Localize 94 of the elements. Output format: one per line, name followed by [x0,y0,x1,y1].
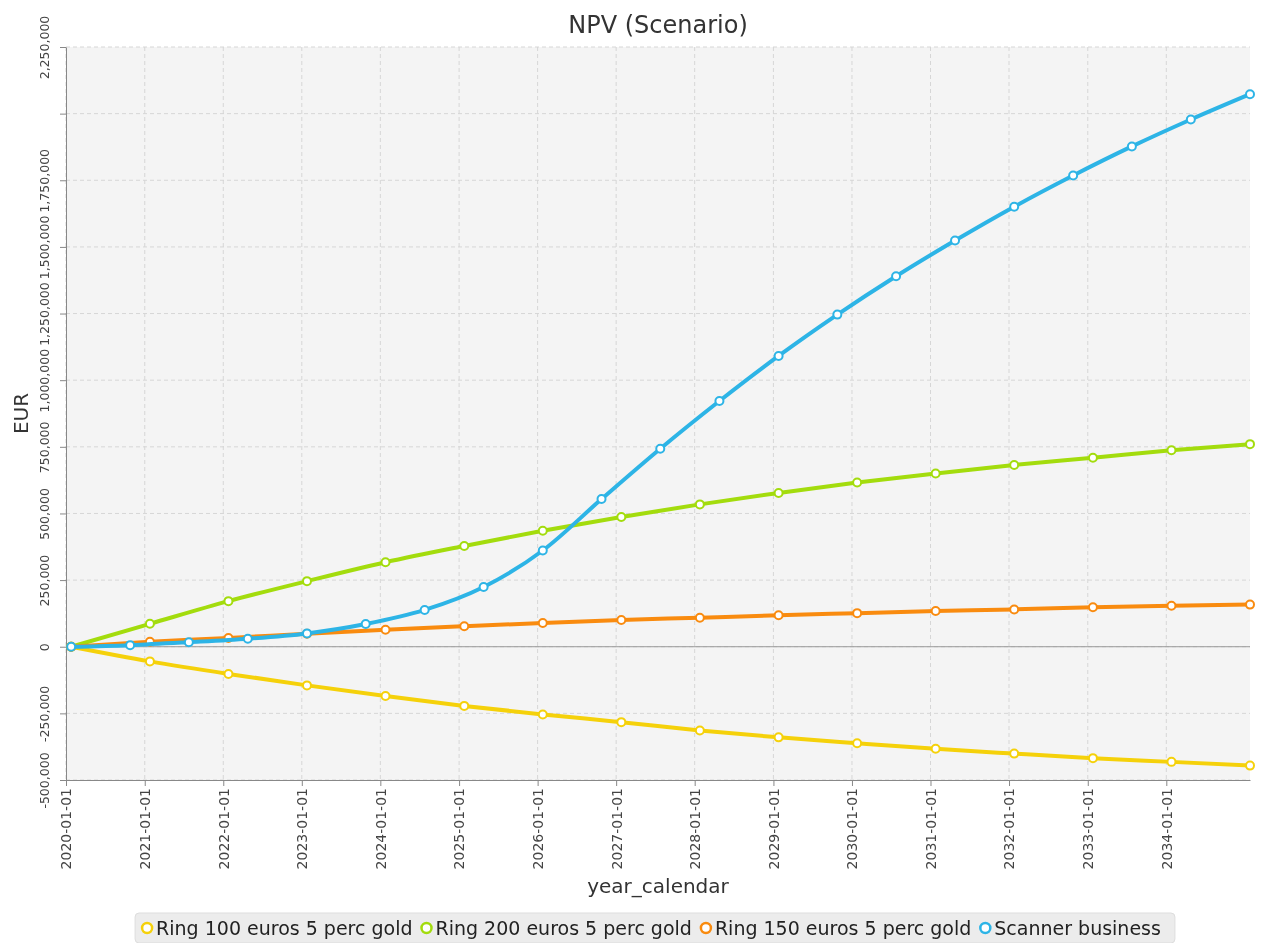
point [930,743,941,754]
point [1087,753,1098,764]
x-tick-label: 2030-01-01 [844,788,861,870]
point [301,680,312,691]
point [832,309,843,320]
point [773,732,784,743]
point [380,557,391,568]
point [852,477,863,488]
point [1166,600,1177,611]
point [655,443,666,454]
point [459,700,470,711]
point [596,494,607,505]
point [1166,756,1177,767]
point [537,525,548,536]
x-tick-label: 2028-01-01 [687,788,704,870]
x-tick-label: 2021-01-01 [137,788,154,870]
point [1068,170,1079,181]
y-tick-label: 2,250,000 [36,15,52,80]
y-axis-title: EUR [9,392,33,435]
point [223,596,234,607]
x-axis-title: year_calendar [587,874,730,898]
point [242,633,253,644]
x-tick-label: 2027-01-01 [608,788,625,870]
point [852,608,863,619]
point [1009,604,1020,615]
x-tick-label: 2022-01-01 [215,788,232,870]
x-tick-label: 2024-01-01 [372,788,389,870]
point [1087,602,1098,613]
point [1245,439,1255,450]
point [616,615,627,626]
point [714,395,725,406]
chart-title: NPV (Scenario) [568,11,748,39]
y-tick-label: 1,500,000 [36,215,52,280]
point [694,612,705,623]
point [1245,89,1255,100]
y-tick-label: 1,250,000 [36,282,52,346]
point [616,511,627,522]
legend-label: Ring 200 euros 5 perc gold [435,917,692,939]
point [891,271,902,282]
y-tick-label: 250,000 [36,554,52,607]
point [419,604,430,615]
point [950,235,961,246]
x-tick-label: 2025-01-01 [451,788,468,870]
point [144,656,155,667]
point [1245,760,1255,771]
x-tick-label: 2032-01-01 [1001,788,1018,870]
x-tick-label: 2033-01-01 [1080,788,1097,870]
point [537,618,548,629]
legend-label: Ring 150 euros 5 perc gold [714,917,972,939]
point [694,499,705,510]
point [773,487,784,498]
y-tick-label: 500,000 [36,488,52,540]
legend-label: Ring 100 euros 5 perc gold [156,917,413,939]
point [223,668,234,679]
point [537,709,548,720]
x-tick-label: 2034-01-01 [1158,788,1175,870]
point [694,725,705,736]
y-tick-label: 1,000,000 [36,348,52,413]
x-tick-label: 2023-01-01 [294,788,311,870]
point [144,618,155,629]
point [459,540,470,551]
point [301,576,312,587]
x-tick-label: 2020-01-01 [58,788,75,870]
x-tick-label: 2029-01-01 [765,788,782,870]
point [380,691,391,702]
point [616,717,627,728]
x-tick-label: 2026-01-01 [530,788,547,870]
y-tick-label: 0 [36,643,52,652]
point [183,637,194,648]
point [380,624,391,635]
point [459,621,470,632]
point [1009,201,1020,212]
point [537,545,548,556]
point [478,582,489,593]
y-tick-label: -500,000 [36,752,52,809]
point [1009,748,1020,759]
point [852,738,863,749]
point [1185,114,1196,125]
point [1126,141,1137,152]
point [125,640,136,651]
point [930,468,941,479]
point [1087,452,1098,463]
legend-label: Scanner business [994,917,1161,939]
point [773,350,784,361]
point [1009,459,1020,470]
x-tick-label: 2031-01-01 [922,788,939,870]
y-tick-label: -250,000 [36,685,52,742]
point [930,606,941,617]
point [360,619,371,630]
y-tick-label: 1,750,000 [36,148,52,213]
point [1245,599,1255,610]
point [1166,445,1177,456]
point [773,610,784,621]
y-tick-label: 750,000 [36,421,52,474]
